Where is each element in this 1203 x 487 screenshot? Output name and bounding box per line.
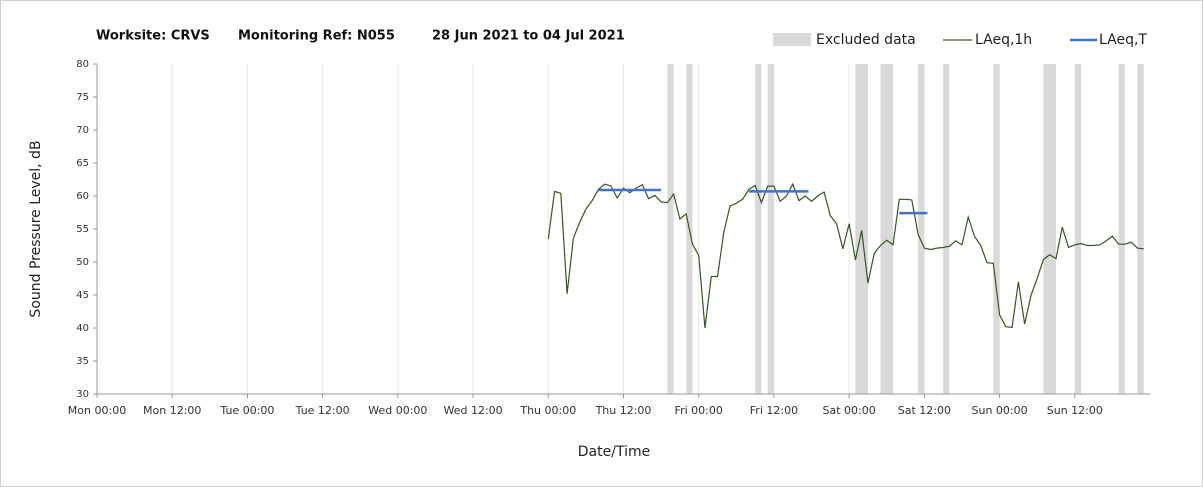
title-dates: 28 Jun 2021 to 04 Jul 2021	[432, 29, 625, 44]
y-tick-label: 30	[76, 389, 89, 400]
y-tick-label: 65	[76, 158, 89, 169]
series-line	[547, 182, 1144, 329]
excluded-band	[755, 64, 762, 394]
excluded-band	[667, 64, 674, 394]
x-tick-label: Mon 00:00	[68, 404, 126, 417]
excluded-band	[1074, 64, 1082, 394]
x-axis-label: Date/Time	[578, 444, 650, 460]
y-tick-label: 45	[76, 290, 89, 301]
y-tick-label: 80	[76, 59, 89, 70]
excluded-band	[1043, 64, 1056, 394]
title-ref: Monitoring Ref: N055	[238, 29, 395, 44]
x-tick-label: Mon 12:00	[143, 404, 201, 417]
excluded-band	[993, 64, 1000, 394]
x-tick-label: Sun 12:00	[1047, 404, 1103, 417]
y-tick-label: 55	[76, 224, 89, 235]
y-tick-label: 40	[76, 323, 89, 334]
legend-label: LAeq,T	[1099, 32, 1147, 48]
x-tick-label: Tue 00:00	[219, 404, 274, 417]
x-tick-label: Wed 00:00	[368, 404, 427, 417]
excluded-band	[855, 64, 868, 394]
excluded-band	[880, 64, 894, 394]
x-tick-label: Fri 00:00	[675, 404, 723, 417]
x-tick-label: Sat 00:00	[823, 404, 876, 417]
excluded-band	[1137, 64, 1144, 394]
x-tick-label: Tue 12:00	[295, 404, 350, 417]
x-tick-label: Fri 12:00	[750, 404, 798, 417]
y-tick-label: 35	[76, 356, 89, 367]
y-axis-label: Sound Pressure Level, dB	[28, 140, 44, 317]
excluded-band	[918, 64, 925, 394]
excluded-band	[767, 64, 774, 394]
x-tick-label: Sat 12:00	[898, 404, 951, 417]
y-tick-label: 50	[76, 257, 89, 268]
excluded-band	[1118, 64, 1125, 394]
x-tick-label: Wed 12:00	[443, 404, 502, 417]
y-tick-label: 60	[76, 191, 89, 202]
legend-label: LAeq,1h	[975, 32, 1032, 48]
legend-label: Excluded data	[816, 32, 916, 48]
legend-swatch	[773, 33, 811, 46]
title-worksite: Worksite: CRVS	[96, 29, 210, 44]
excluded-band	[943, 64, 950, 394]
y-tick-label: 70	[76, 125, 89, 136]
x-tick-label: Sun 00:00	[972, 404, 1028, 417]
y-tick-label: 75	[76, 92, 89, 103]
x-tick-label: Thu 00:00	[519, 404, 576, 417]
x-tick-label: Thu 12:00	[595, 404, 652, 417]
